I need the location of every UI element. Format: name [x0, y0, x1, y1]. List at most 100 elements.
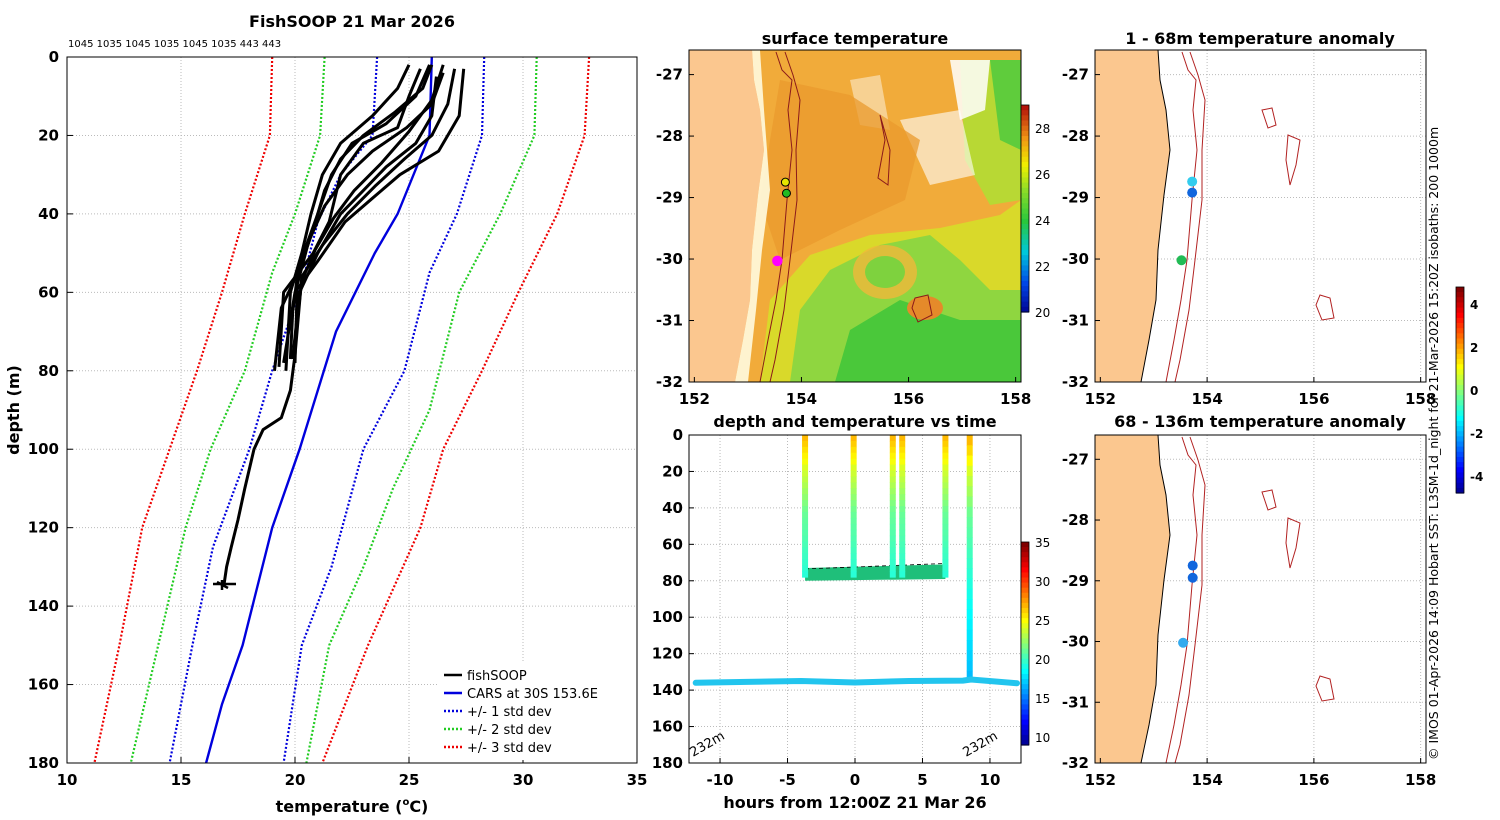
time-y-tick-label: 80 — [662, 572, 683, 590]
sst-colorbar-segment — [1021, 151, 1029, 158]
cast-5-segment — [966, 599, 973, 610]
cast-5-segment — [966, 496, 973, 508]
time-colorbar-segment — [1021, 547, 1029, 553]
cast-3-segment — [899, 559, 906, 566]
map-y-tick-label: -29 — [1062, 572, 1089, 590]
time-colorbar-label: 30 — [1035, 575, 1050, 589]
cast-2-segment — [889, 446, 896, 454]
cast-1-segment — [850, 523, 857, 531]
profile-y-tick-label: 180 — [28, 754, 59, 772]
cast-4-segment — [942, 440, 949, 448]
time-colorbar-segment — [1021, 694, 1029, 700]
profile-x-label: temperature (oC) — [276, 797, 429, 816]
time-colorbar-segment — [1021, 699, 1029, 705]
sst-colorbar-segment — [1021, 105, 1029, 111]
profile-series--1-std — [168, 56, 379, 764]
anomaly-colorbar-segment — [1456, 410, 1464, 417]
map-y-tick-label: -30 — [1062, 633, 1089, 651]
sst-colorbar-segment — [1021, 234, 1029, 241]
anomaly-colorbar-segment — [1456, 348, 1464, 355]
cast-5-segment — [966, 558, 973, 569]
cast-1-segment — [850, 541, 857, 549]
sst-colorbar-segment — [1021, 136, 1029, 142]
cast-4-segment — [942, 571, 949, 578]
profile-subtitle: 1045 1035 1045 1035 1045 1035 443 443 — [68, 39, 281, 50]
cast-3-segment — [899, 523, 906, 531]
time-colorbar-segment — [1021, 663, 1029, 670]
time-y-tick-label: 100 — [652, 608, 683, 626]
cast-4-segment — [942, 541, 949, 549]
profile-y-tick-label: 100 — [28, 440, 59, 458]
sst-colorbar-label: 20 — [1035, 306, 1050, 320]
cast-1-segment — [850, 470, 857, 477]
sst-colorbar-segment — [1021, 213, 1029, 220]
cast-4-segment — [942, 565, 949, 572]
sst-cast-marker-0 — [780, 177, 790, 187]
sst-colorbar-segment — [1021, 239, 1029, 246]
cast-0-segment — [802, 553, 809, 560]
cast-4-segment — [942, 547, 949, 554]
sst-colorbar-label: 22 — [1035, 260, 1050, 274]
cast-5-segment — [966, 506, 973, 518]
sst-colorbar-segment — [1021, 130, 1029, 137]
cast-1-segment — [850, 553, 857, 560]
cast-0-segment — [802, 523, 809, 531]
time-colorbar-label: 25 — [1035, 614, 1050, 628]
map-y-tick-label: -32 — [656, 373, 683, 391]
anomaly-colorbar-segment — [1456, 436, 1464, 443]
profile-y-tick-label: 40 — [38, 205, 59, 223]
anomaly-colorbar-segment — [1456, 343, 1464, 350]
cast-3-segment — [899, 488, 906, 495]
cast-3-segment — [899, 452, 906, 460]
legend-label-2: +/- 1 std dev — [467, 705, 552, 720]
anomaly-shallow-panel: 1 - 68m temperature anomaly 152 154 156 158… — [1062, 29, 1436, 408]
time-colorbar-segment — [1021, 668, 1029, 675]
cast-5-segment — [966, 568, 973, 579]
cast-5-segment — [966, 445, 973, 456]
cast-0-segment — [802, 500, 809, 507]
cast-3-segment — [899, 494, 906, 501]
time-colorbar-segment — [1021, 729, 1029, 736]
cast-3-segment — [899, 553, 906, 560]
anomaly-colorbar-segment — [1456, 297, 1464, 304]
cast-0-segment — [802, 511, 809, 519]
anomaly-colorbar-segment — [1456, 482, 1464, 489]
cast-3-segment — [899, 500, 906, 507]
cast-4-segment — [942, 446, 949, 454]
sst-map — [688, 49, 1022, 383]
cast-3-segment — [899, 476, 906, 483]
cast-0-segment — [802, 506, 809, 513]
map-x-tick-label: 158 — [1000, 390, 1031, 408]
sst-colorbar-segment — [1021, 244, 1029, 251]
anomaly-colorbar-segment — [1456, 302, 1464, 309]
anomaly-colorbar-segment — [1456, 359, 1464, 365]
p5-anomaly-point-0 — [1187, 560, 1198, 571]
cast-1-segment — [850, 440, 857, 448]
anomaly-colorbar-segment — [1456, 467, 1464, 473]
map-y-tick-label: -31 — [656, 312, 683, 330]
trawl-depth-band — [805, 564, 946, 581]
time-colorbar-label: 15 — [1035, 692, 1050, 706]
cast-2-segment — [889, 458, 896, 466]
time-colorbar-segment — [1021, 557, 1029, 563]
p5-anomaly-point-1 — [1187, 572, 1198, 583]
sst-colorbar-segment — [1021, 270, 1029, 277]
cast-5-segment — [966, 455, 973, 467]
time-colorbar-segment — [1021, 623, 1029, 629]
cast-2-segment — [889, 511, 896, 519]
cast-0-segment — [802, 517, 809, 525]
map-x-tick-label: 158 — [1405, 390, 1436, 408]
anomaly-colorbar-segment — [1456, 333, 1464, 340]
time-colorbar-frame — [1020, 541, 1030, 746]
map-y-tick-label: -28 — [656, 127, 683, 145]
anomaly-colorbar-segment — [1456, 420, 1464, 427]
sst-colorbar-segment — [1021, 198, 1029, 204]
cast-0-segment — [802, 482, 809, 489]
sst-colorbar-label: 24 — [1035, 214, 1050, 228]
cast-0-segment — [802, 494, 809, 501]
cast-2-segment — [889, 559, 896, 566]
sst-cast-marker-2 — [772, 255, 783, 267]
cast-0-segment — [802, 458, 809, 466]
cast-2-segment — [889, 476, 896, 483]
